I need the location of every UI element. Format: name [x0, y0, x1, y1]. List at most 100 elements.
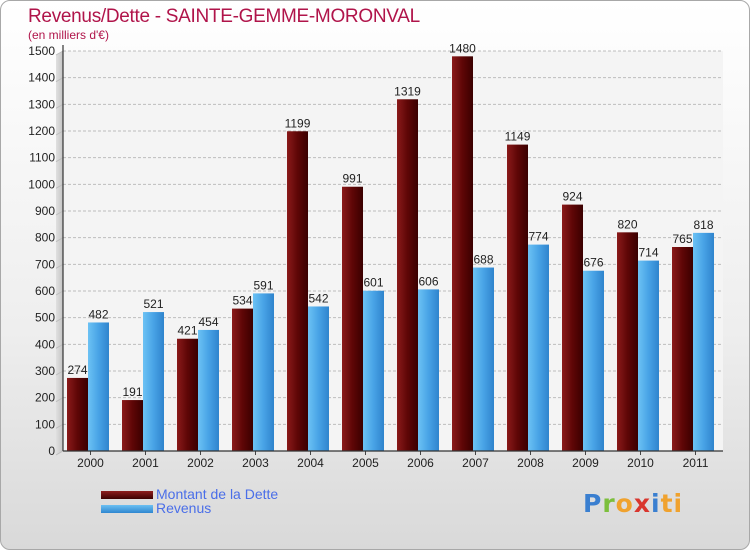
bar-revenus	[198, 329, 219, 451]
y-tick-label: 200	[35, 391, 55, 405]
x-tick-label: 2000	[77, 456, 104, 470]
x-tick-label: 2005	[352, 456, 379, 470]
gridline-depth	[55, 450, 64, 456]
data-label: 1199	[285, 116, 311, 130]
bar-dette	[342, 186, 363, 451]
y-tick-label: 900	[35, 204, 55, 218]
bar-revenus	[88, 322, 109, 451]
bar-dette	[672, 247, 693, 451]
bar-dette	[67, 377, 88, 451]
y-tick-label: 600	[35, 284, 55, 298]
bar-revenus	[583, 270, 604, 451]
bar-dette	[397, 99, 418, 452]
bar-revenus	[253, 293, 274, 451]
data-label: 991	[342, 172, 362, 186]
y-tick-label: 1000	[28, 177, 55, 191]
data-label: 606	[418, 274, 438, 288]
gridline-depth	[55, 50, 64, 56]
gridline-depth	[55, 370, 64, 376]
gridline-depth	[55, 237, 64, 243]
gridline-depth	[55, 397, 64, 403]
data-label: 924	[562, 190, 582, 204]
x-tick-label: 2009	[572, 456, 599, 470]
gridline-depth	[55, 343, 64, 349]
bar-revenus	[418, 289, 439, 451]
bar-revenus	[143, 312, 164, 451]
data-label: 1480	[449, 41, 476, 55]
gridline-depth	[55, 210, 64, 216]
plot-side-wall	[56, 51, 63, 455]
legend-swatch-dette	[101, 491, 153, 499]
data-label: 191	[122, 385, 142, 399]
legend-swatch-revenus	[101, 505, 153, 513]
bar-dette	[507, 144, 528, 451]
x-tick-label: 2011	[683, 456, 709, 470]
bar-dette	[232, 308, 253, 451]
gridline-depth	[55, 130, 64, 136]
data-label: 274	[67, 363, 87, 377]
x-tick-label: 2010	[627, 456, 654, 470]
data-label: 454	[198, 315, 218, 329]
gridline-depth	[55, 103, 64, 109]
bar-revenus	[638, 260, 659, 451]
data-label: 421	[177, 324, 197, 338]
y-tick-label: 1100	[29, 151, 55, 165]
chart-title: Revenus/Dette - SAINTE-GEMME-MORONVAL	[28, 6, 420, 27]
gridline-depth	[55, 290, 64, 296]
gridline-depth	[55, 157, 64, 163]
y-tick-label: 800	[35, 231, 55, 245]
data-label: 482	[88, 307, 108, 321]
gridline-depth	[55, 423, 64, 429]
y-tick-label: 1400	[28, 71, 55, 85]
bar-dette	[617, 232, 638, 451]
bar-dette	[452, 56, 473, 451]
x-tick-label: 2001	[132, 456, 159, 470]
x-tick-label: 2003	[242, 456, 269, 470]
bar-revenus	[363, 290, 384, 451]
y-tick-label: 100	[35, 417, 55, 431]
y-tick-label: 500	[35, 311, 55, 325]
gridline-depth	[55, 183, 64, 189]
gridline-depth	[55, 263, 64, 269]
data-label: 591	[253, 278, 273, 292]
data-label: 534	[232, 294, 252, 308]
bar-dette	[562, 204, 583, 451]
bar-revenus	[473, 267, 494, 451]
x-tick-label: 2004	[297, 456, 324, 470]
y-tick-label: 300	[35, 364, 55, 378]
bar-dette	[177, 338, 198, 451]
x-tick-label: 2007	[462, 456, 489, 470]
data-label: 818	[693, 218, 713, 232]
data-label: 714	[638, 246, 658, 260]
x-tick-label: 2008	[517, 456, 544, 470]
bar-revenus	[528, 244, 549, 451]
bar-revenus	[693, 232, 714, 451]
y-tick-label: 400	[35, 337, 55, 351]
y-tick-label: 1500	[28, 44, 55, 58]
gridline-depth	[55, 77, 64, 83]
legend-label-revenus: Revenus	[156, 500, 212, 516]
data-label: 676	[583, 256, 603, 270]
proxiti-logo: Proxiti	[583, 489, 684, 518]
data-label: 601	[363, 276, 383, 290]
data-label: 688	[473, 253, 493, 267]
bar-revenus	[308, 306, 329, 451]
data-label: 774	[528, 230, 548, 244]
y-tick-label: 1300	[28, 97, 55, 111]
data-label: 1319	[394, 84, 421, 98]
bar-dette	[122, 400, 143, 451]
y-tick-label: 700	[35, 257, 55, 271]
data-label: 521	[143, 297, 163, 311]
legend-label-dette: Montant de la Dette	[156, 486, 279, 502]
data-label: 820	[617, 217, 637, 231]
y-tick-label: 0	[48, 444, 55, 458]
chart-subtitle: (en milliers d'€)	[28, 28, 109, 42]
bar-dette	[287, 131, 308, 451]
y-tick-label: 1200	[28, 124, 55, 138]
x-tick-label: 2002	[187, 456, 214, 470]
data-label: 765	[672, 232, 692, 246]
gridline-depth	[55, 317, 64, 323]
x-tick-label: 2006	[407, 456, 434, 470]
